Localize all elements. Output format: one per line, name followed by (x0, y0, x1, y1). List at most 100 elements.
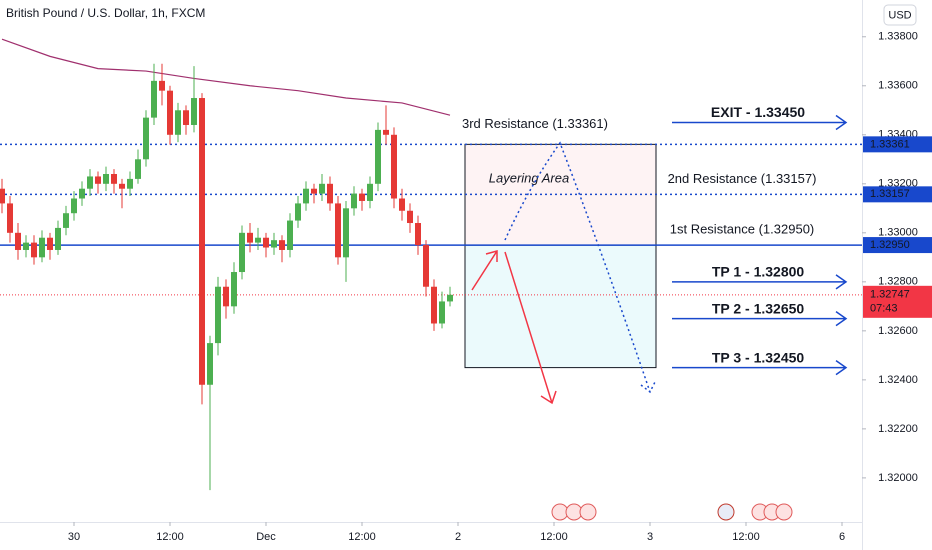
candle-body (231, 272, 237, 307)
y-tick-label: 1.32000 (878, 472, 918, 484)
candle-body (311, 188, 317, 194)
candle-body (279, 240, 285, 250)
candle-body (0, 188, 5, 204)
candle-body (95, 176, 101, 184)
y-tick-label: 1.32400 (878, 374, 918, 386)
candle-body (319, 183, 325, 194)
candle-body (239, 232, 245, 273)
target-label: EXIT - 1.33450 (711, 104, 805, 120)
candle-body (263, 237, 269, 248)
scenario-arrow (504, 251, 557, 405)
candle-body (287, 220, 293, 250)
currency-label: USD (888, 9, 911, 21)
event-icons (551, 503, 793, 521)
level-note: 3rd Resistance (1.33361) (462, 116, 608, 131)
chart-title: British Pound / U.S. Dollar, 1h, FXCM (6, 6, 205, 20)
candle-body (151, 80, 157, 118)
candle-body (39, 237, 45, 258)
candle-body (247, 232, 253, 243)
candle-body (391, 134, 397, 199)
target-arrow (672, 359, 848, 376)
candle-body (447, 294, 453, 302)
price-tag (863, 285, 932, 318)
candle-body (103, 174, 109, 184)
candle-body (343, 208, 349, 258)
price-tag-label: 1.33361 (870, 138, 910, 150)
level-note: 2nd Resistance (1.33157) (668, 171, 817, 186)
candle-body (271, 240, 277, 248)
target-arrow (672, 274, 848, 290)
candle-body (167, 90, 173, 135)
scenario-path (504, 141, 656, 394)
plot-area: EXIT - 1.33450 TP 1 - 1.32800 TP 2 - 1.326… (0, 38, 862, 491)
candle-body (327, 183, 333, 204)
candle-body (143, 117, 149, 160)
scenario-arrow (471, 250, 498, 291)
y-tick-label: 1.32600 (878, 325, 918, 337)
y-tick-label: 1.33800 (878, 31, 918, 43)
candle-body (375, 129, 381, 184)
candle-body (399, 198, 405, 211)
candle-body (351, 193, 357, 209)
currency-button[interactable] (883, 4, 917, 26)
candle-body (199, 98, 205, 385)
candle-body (135, 159, 141, 179)
price-tag-label: 1.32747 (870, 289, 910, 301)
candle-body (367, 183, 373, 201)
target-zone (464, 244, 657, 369)
y-tick-label: 1.32800 (878, 276, 918, 288)
candle-body (63, 213, 69, 228)
candle-body (255, 237, 261, 243)
price-tag (863, 237, 932, 254)
candle-body (15, 232, 21, 250)
candle-body (47, 237, 53, 250)
y-tick-label: 1.32200 (878, 423, 918, 435)
candle-body (119, 183, 125, 189)
zone-label: Layering Area (489, 170, 569, 185)
target-arrow (672, 114, 848, 131)
candle-body (423, 245, 429, 287)
candle-body (7, 203, 13, 233)
candle-body (335, 203, 341, 258)
candle-body (71, 198, 77, 214)
target-label: TP 3 - 1.32450 (712, 349, 805, 365)
price-tag (863, 136, 932, 153)
target-label: TP 1 - 1.32800 (712, 264, 805, 280)
level-note: 1st Resistance (1.32950) (670, 222, 815, 237)
candle-body (159, 80, 165, 91)
candle-body (183, 110, 189, 125)
candle-body (111, 174, 117, 184)
price-tag-label: 1.33157 (870, 188, 910, 200)
x-tick-label: 12:00 (348, 531, 376, 543)
candle-body (383, 129, 389, 135)
x-tick-label: 12:00 (156, 531, 184, 543)
target-arrow (672, 310, 848, 327)
x-tick-label: Dec (256, 531, 276, 543)
candle-body (295, 203, 301, 221)
candle-body (215, 286, 221, 344)
y-tick-label: 1.33600 (878, 80, 918, 92)
x-tick-label: 12:00 (732, 531, 760, 543)
candle-body (359, 193, 365, 201)
candle-body (191, 98, 197, 125)
moving-average (1, 38, 451, 116)
candle-body (127, 178, 133, 189)
candle-body (223, 286, 229, 307)
price-tag-label: 1.32950 (870, 239, 910, 251)
candle-body (439, 301, 445, 324)
candle-body (431, 286, 437, 324)
candle-body (31, 242, 37, 258)
candle-body (87, 176, 93, 189)
candle-body (55, 227, 61, 250)
x-tick-label: 30 (68, 531, 80, 543)
candle-body (175, 110, 181, 135)
y-tick-label: 1.33000 (878, 227, 918, 239)
x-tick-label: 12:00 (540, 531, 568, 543)
candle-body (207, 343, 213, 385)
target-label: TP 2 - 1.32650 (712, 300, 805, 316)
price-tag (863, 186, 932, 203)
candle-body (415, 223, 421, 246)
candle-body (407, 210, 413, 224)
candle-body (79, 188, 85, 199)
